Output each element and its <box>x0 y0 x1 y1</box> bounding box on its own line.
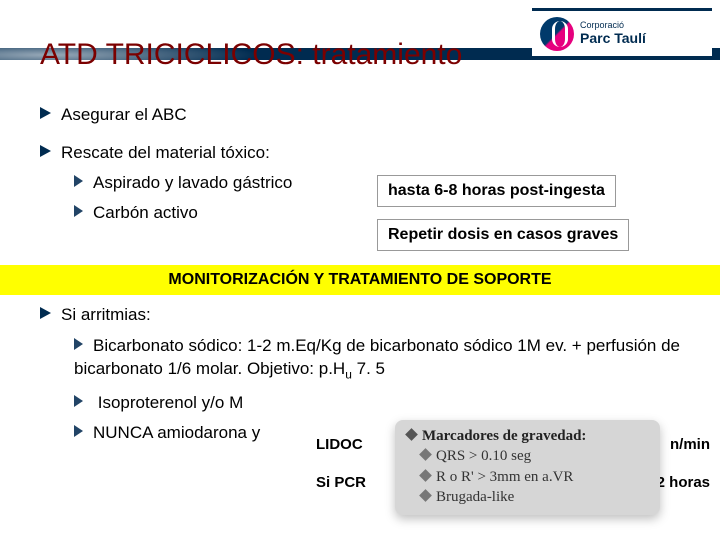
bullet-aspirado-text: Aspirado y lavado gástrico <box>93 173 292 192</box>
overlay-gravedad: Marcadores de gravedad: QRS > 0.10 seg R… <box>395 420 660 515</box>
overlay-row-2: R o R' > 3mm en a.VR <box>407 467 648 487</box>
bullet-icon <box>40 107 51 119</box>
overlay-row-title: Marcadores de gravedad: <box>407 426 648 446</box>
logo-name: Parc Taulí <box>580 30 646 46</box>
bullet-carbon-text: Carbón activo <box>93 203 198 222</box>
bullet-abc-text: Asegurar el ABC <box>61 105 187 124</box>
bullet-abc: Asegurar el ABC <box>40 105 700 125</box>
bullet-bicarb-sub: u <box>345 367 352 381</box>
diamond-icon <box>419 489 432 502</box>
content-area: Asegurar el ABC Rescate del material tóx… <box>40 105 700 233</box>
logo-text: Corporació Parc Taulí <box>580 20 646 48</box>
bullet-bicarb-tail: 7. 5 <box>352 359 385 378</box>
bullet-icon <box>74 425 83 437</box>
bullet-icon <box>40 307 51 319</box>
bullet-icon <box>74 175 83 187</box>
bullet-arritmias: Si arritmias: <box>40 305 700 325</box>
callout-horas: hasta 6-8 horas post-ingesta <box>378 176 615 206</box>
frag-nmin: n/min <box>664 432 716 457</box>
bullet-icon <box>74 338 83 350</box>
bullet-iso-text: Isoproterenol y/o M <box>93 393 243 412</box>
corp-logo: Corporació Parc Taulí <box>532 8 712 56</box>
overlay-title: Marcadores de gravedad: <box>422 428 586 444</box>
overlay-row-3: Brugada-like <box>407 487 648 507</box>
bullet-isoproterenol: Isoproterenol y/o M <box>74 393 700 413</box>
logo-mark <box>540 17 574 51</box>
logo-small: Corporació <box>580 20 646 30</box>
frag-2h: 2 horas <box>651 470 716 495</box>
bullet-arritmias-text: Si arritmias: <box>61 305 151 324</box>
bullet-rescate: Rescate del material tóxico: <box>40 143 700 163</box>
overlay-i3: Brugada-like <box>436 489 514 505</box>
bullet-icon <box>74 205 83 217</box>
diamond-icon <box>419 448 432 461</box>
page-title: ATD TRICICLICOS: tratamiento <box>40 38 462 72</box>
overlay-row-1: QRS > 0.10 seg <box>407 446 648 466</box>
bullet-nunca-text: NUNCA amiodarona y <box>93 423 260 442</box>
overlay-i2: R o R' > 3mm en a.VR <box>436 469 573 485</box>
frag-pcr: Si PCR <box>310 470 406 495</box>
bullet-rescate-text: Rescate del material tóxico: <box>61 143 270 162</box>
diamond-icon <box>419 469 432 482</box>
callout-repetir: Repetir dosis en casos graves <box>378 220 628 250</box>
band-monitor: MONITORIZACIÓN Y TRATAMIENTO DE SOPORTE <box>0 265 720 295</box>
band-monitor-text: MONITORIZACIÓN Y TRATAMIENTO DE SOPORTE <box>168 271 551 288</box>
overlay-i1: QRS > 0.10 seg <box>436 448 531 464</box>
diamond-icon <box>405 428 418 441</box>
bullet-icon <box>74 395 83 407</box>
bullet-icon <box>40 145 51 157</box>
bullet-bicarbonato: Bicarbonato sódico: 1-2 m.Eq/Kg de bicar… <box>74 335 704 383</box>
